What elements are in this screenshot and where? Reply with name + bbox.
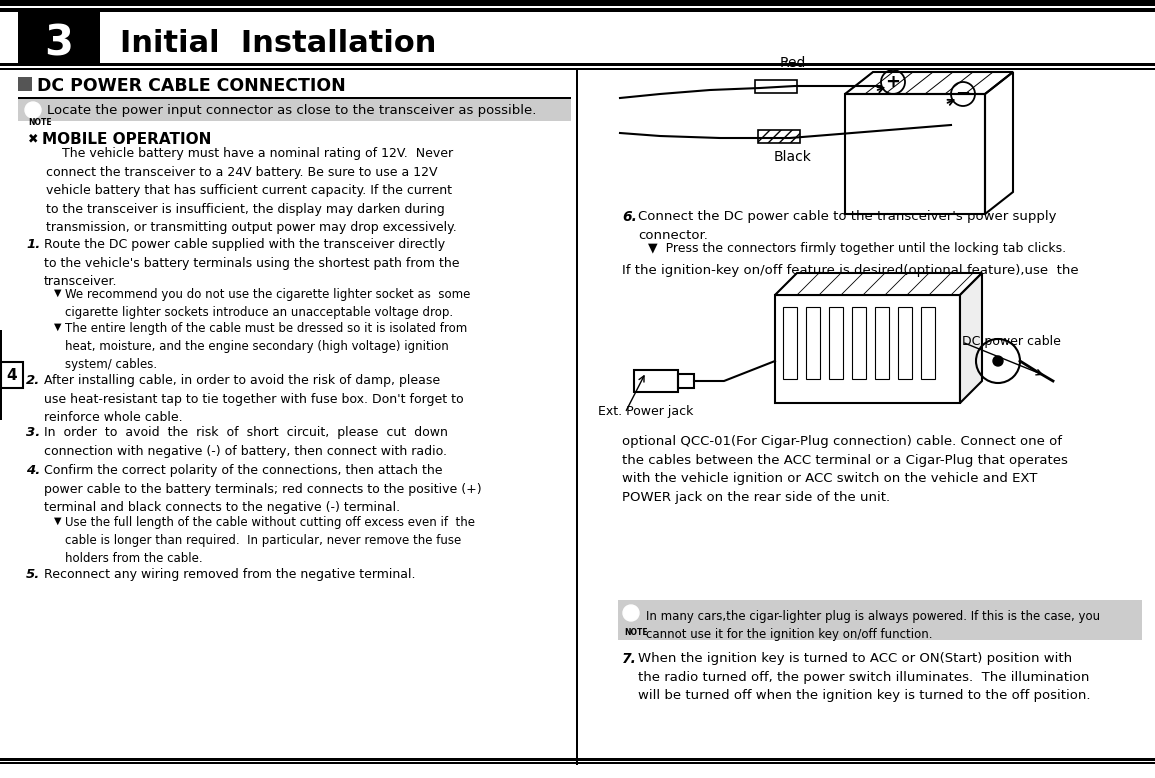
Text: DC POWER CABLE CONNECTION: DC POWER CABLE CONNECTION bbox=[37, 77, 345, 95]
Bar bbox=[755, 80, 797, 93]
Text: ▼: ▼ bbox=[54, 322, 61, 332]
Text: 3.: 3. bbox=[27, 426, 40, 439]
Text: 2.: 2. bbox=[27, 374, 40, 387]
Text: optional QCC-01(For Cigar-Plug connection) cable. Connect one of
the cables betw: optional QCC-01(For Cigar-Plug connectio… bbox=[623, 435, 1068, 503]
Text: DC power cable: DC power cable bbox=[962, 335, 1061, 348]
Bar bbox=[0, 762, 1155, 763]
Text: ▼  Press the connectors firmly together until the locking tab clicks.: ▼ Press the connectors firmly together u… bbox=[648, 242, 1066, 255]
Text: 4: 4 bbox=[7, 367, 17, 383]
Text: Route the DC power cable supplied with the transceiver directly
to the vehicle's: Route the DC power cable supplied with t… bbox=[44, 238, 460, 288]
Text: +: + bbox=[886, 73, 901, 91]
Bar bbox=[806, 307, 820, 379]
Polygon shape bbox=[960, 273, 982, 403]
Bar bbox=[18, 8, 100, 63]
Bar bbox=[0, 330, 2, 420]
Text: In  order  to  avoid  the  risk  of  short  circuit,  please  cut  down
connecti: In order to avoid the risk of short circ… bbox=[44, 426, 448, 457]
Bar bbox=[875, 307, 889, 379]
Circle shape bbox=[25, 102, 40, 118]
Bar bbox=[921, 307, 936, 379]
Bar bbox=[634, 370, 678, 392]
Bar bbox=[576, 70, 578, 765]
Text: −: − bbox=[955, 85, 970, 103]
Text: Confirm the correct polarity of the connections, then attach the
power cable to : Confirm the correct polarity of the conn… bbox=[44, 464, 482, 514]
Text: MOBILE OPERATION: MOBILE OPERATION bbox=[42, 132, 211, 147]
Text: Use the full length of the cable without cutting off excess even if  the
cable i: Use the full length of the cable without… bbox=[65, 516, 475, 565]
Text: ▼: ▼ bbox=[54, 516, 61, 526]
Text: NOTE: NOTE bbox=[28, 118, 52, 127]
Text: The entire length of the cable must be dressed so it is isolated from
heat, mois: The entire length of the cable must be d… bbox=[65, 322, 468, 371]
Bar bbox=[18, 97, 571, 99]
Bar bbox=[783, 307, 797, 379]
Text: 4.: 4. bbox=[27, 464, 40, 477]
Text: Initial  Installation: Initial Installation bbox=[120, 29, 437, 58]
Bar bbox=[0, 0, 1155, 6]
Text: Ext. Power jack: Ext. Power jack bbox=[598, 405, 693, 418]
Bar bbox=[829, 307, 843, 379]
Bar bbox=[618, 600, 1142, 640]
Text: 7.: 7. bbox=[623, 652, 636, 666]
Text: We recommend you do not use the cigarette lighter socket as  some
cigarette ligh: We recommend you do not use the cigarett… bbox=[65, 288, 470, 319]
Bar bbox=[0, 758, 1155, 761]
Bar bbox=[0, 63, 1155, 66]
Text: In many cars,the cigar-lighter plug is always powered. If this is the case, you
: In many cars,the cigar-lighter plug is a… bbox=[646, 610, 1100, 641]
Bar bbox=[758, 130, 800, 143]
Bar bbox=[0, 68, 1155, 69]
Text: ✖: ✖ bbox=[28, 132, 38, 145]
Text: 1.: 1. bbox=[27, 238, 40, 251]
Circle shape bbox=[623, 605, 639, 621]
Bar bbox=[678, 374, 694, 388]
Bar bbox=[775, 295, 960, 403]
Text: The vehicle battery must have a nominal rating of 12V.  Never
connect the transc: The vehicle battery must have a nominal … bbox=[46, 147, 456, 234]
Text: Locate the power input connector as close to the transceiver as possible.: Locate the power input connector as clos… bbox=[47, 103, 536, 117]
Text: When the ignition key is turned to ACC or ON(Start) position with
the radio turn: When the ignition key is turned to ACC o… bbox=[638, 652, 1090, 702]
Bar bbox=[845, 94, 985, 214]
Bar bbox=[18, 99, 571, 121]
Circle shape bbox=[993, 356, 1003, 366]
Text: Reconnect any wiring removed from the negative terminal.: Reconnect any wiring removed from the ne… bbox=[44, 568, 416, 581]
Text: 5.: 5. bbox=[27, 568, 40, 581]
Text: 3: 3 bbox=[45, 22, 74, 64]
Text: NOTE: NOTE bbox=[624, 628, 648, 637]
Text: Black: Black bbox=[774, 150, 812, 164]
Bar bbox=[18, 77, 32, 91]
Text: After installing cable, in order to avoid the risk of damp, please
use heat-resi: After installing cable, in order to avoi… bbox=[44, 374, 463, 424]
Text: Red: Red bbox=[780, 56, 806, 70]
Bar bbox=[0, 8, 1155, 12]
Bar bbox=[852, 307, 866, 379]
Text: 6.: 6. bbox=[623, 210, 636, 224]
Bar bbox=[897, 307, 912, 379]
Text: ▼: ▼ bbox=[54, 288, 61, 298]
Text: If the ignition-key on/off feature is desired(optional feature),use  the: If the ignition-key on/off feature is de… bbox=[623, 264, 1079, 277]
Polygon shape bbox=[775, 273, 982, 295]
Text: Connect the DC power cable to the transceiver's power supply
connector.: Connect the DC power cable to the transc… bbox=[638, 210, 1057, 241]
